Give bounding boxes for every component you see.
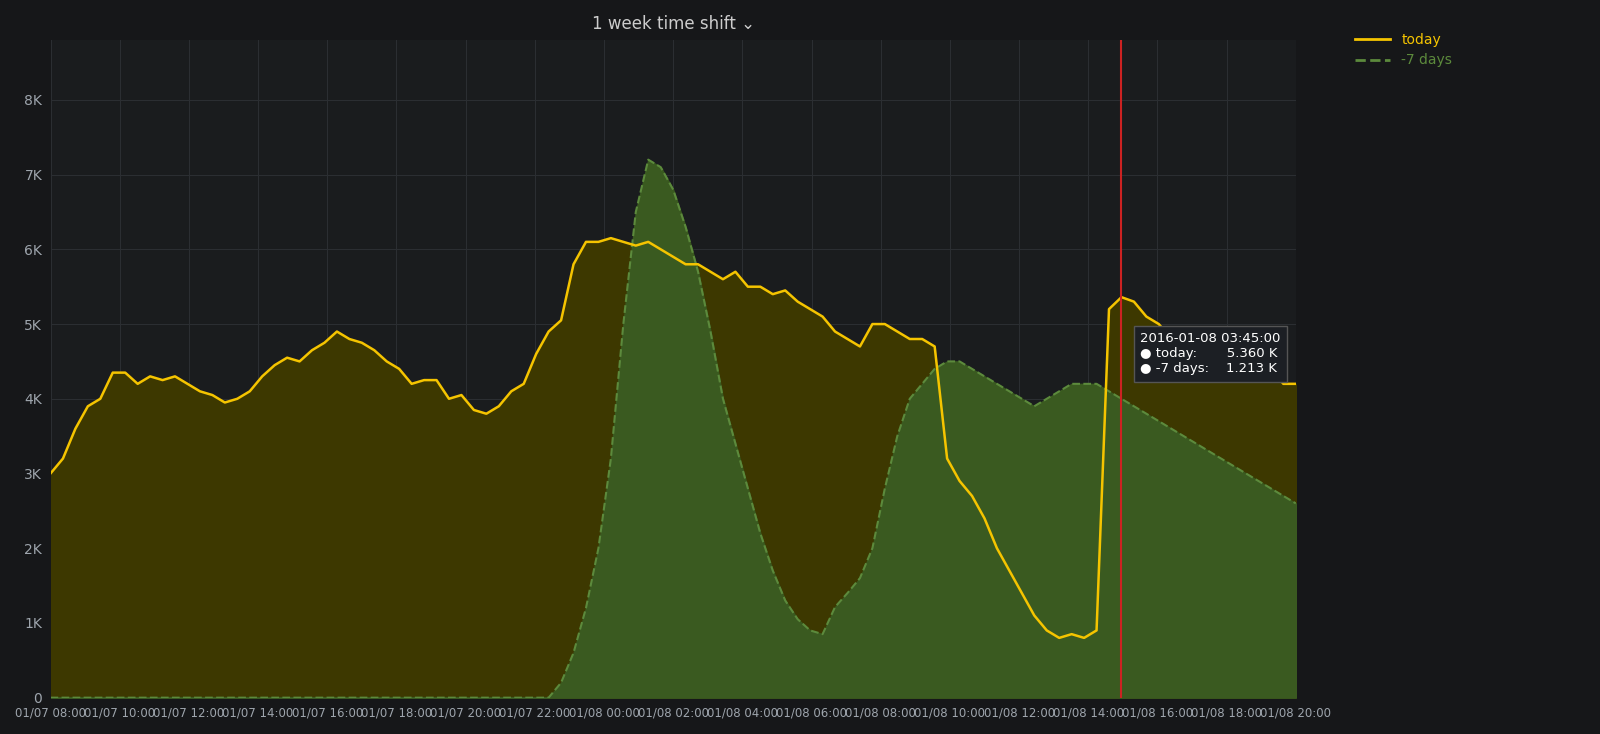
Title: 1 week time shift ⌄: 1 week time shift ⌄ (592, 15, 755, 33)
Legend: today, -7 days: today, -7 days (1350, 27, 1458, 73)
Text: 2016-01-08 03:45:00
● today:       5.360 K
● -7 days:    1.213 K: 2016-01-08 03:45:00 ● today: 5.360 K ● -… (1141, 333, 1280, 376)
